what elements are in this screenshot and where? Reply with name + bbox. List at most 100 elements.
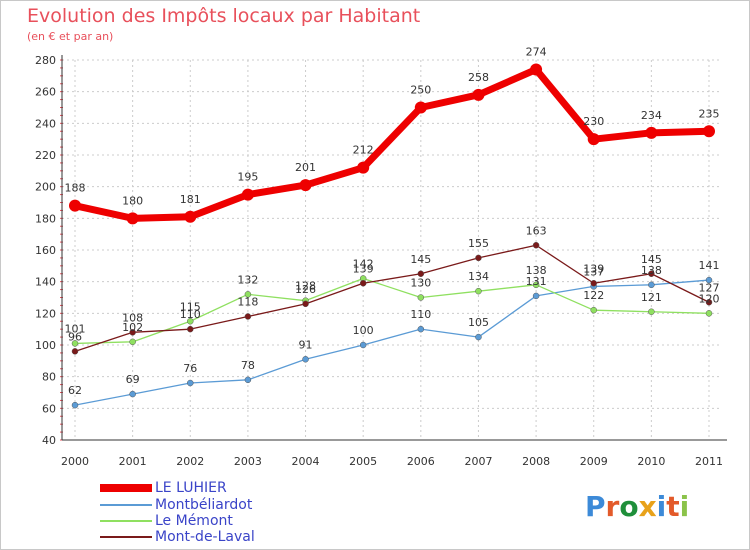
data-labels: 188 180 181 195 201 212 250 258 274 230 234 235 62 69… bbox=[65, 46, 720, 398]
y-tick-label: 220 bbox=[35, 149, 56, 162]
data-point bbox=[302, 300, 309, 308]
data-label: 138 bbox=[641, 264, 662, 277]
series-line-0 bbox=[74, 66, 710, 222]
data-point bbox=[187, 318, 194, 325]
data-point bbox=[244, 376, 252, 384]
y-tick-label: 80 bbox=[42, 371, 56, 384]
series-line-1 bbox=[74, 279, 710, 406]
data-point bbox=[417, 325, 425, 333]
data-label: 181 bbox=[180, 193, 201, 206]
x-tick-label: 2001 bbox=[119, 455, 147, 468]
legend-label: Montbéliardot bbox=[155, 497, 253, 513]
x-tick-label: 2005 bbox=[349, 455, 377, 468]
logo-letter: t bbox=[666, 490, 679, 523]
data-label: 131 bbox=[526, 275, 547, 288]
data-label: 141 bbox=[699, 259, 720, 272]
data-label: 91 bbox=[299, 338, 313, 351]
logo-letter: i bbox=[657, 490, 667, 523]
data-label: 118 bbox=[237, 296, 258, 309]
data-point bbox=[645, 126, 658, 139]
x-tick-label: 2006 bbox=[407, 455, 435, 468]
data-label: 234 bbox=[641, 109, 662, 122]
data-point bbox=[359, 280, 367, 287]
data-point bbox=[532, 281, 540, 289]
data-point bbox=[71, 340, 79, 347]
data-point bbox=[184, 210, 197, 223]
data-point bbox=[703, 125, 715, 138]
chart-title: Evolution des Impôts locaux par Habitant bbox=[27, 5, 420, 27]
logo-letter: i bbox=[680, 490, 690, 523]
data-label: 96 bbox=[68, 330, 82, 343]
y-tick-label: 100 bbox=[35, 339, 56, 352]
data-label: 250 bbox=[410, 84, 431, 97]
data-label: 105 bbox=[468, 316, 489, 329]
y-tick-label: 160 bbox=[35, 244, 56, 257]
grid bbox=[62, 59, 722, 441]
data-label: 100 bbox=[353, 324, 374, 337]
x-tick-label: 2011 bbox=[695, 455, 723, 468]
data-label: 121 bbox=[641, 291, 662, 304]
data-label: 115 bbox=[180, 300, 201, 313]
data-label: 138 bbox=[526, 264, 547, 277]
x-tick-label: 2003 bbox=[234, 455, 262, 468]
data-point bbox=[417, 294, 425, 301]
data-point bbox=[244, 291, 252, 298]
data-label: 139 bbox=[583, 262, 604, 275]
data-label: 180 bbox=[122, 194, 143, 207]
data-point bbox=[648, 281, 655, 289]
data-label: 212 bbox=[353, 144, 374, 157]
data-point bbox=[472, 88, 485, 101]
data-point bbox=[71, 348, 79, 355]
data-label: 139 bbox=[353, 262, 374, 275]
y-tick-label: 180 bbox=[35, 212, 56, 225]
data-label: 137 bbox=[583, 265, 604, 278]
data-point bbox=[648, 308, 655, 315]
data-label: 110 bbox=[180, 308, 201, 321]
x-tick-label: 2007 bbox=[464, 455, 492, 468]
data-label: 132 bbox=[237, 273, 258, 286]
data-label: 195 bbox=[237, 171, 258, 184]
data-label: 69 bbox=[126, 373, 140, 386]
y-tick-label: 140 bbox=[35, 276, 56, 289]
data-point bbox=[417, 270, 425, 277]
data-label: 163 bbox=[526, 224, 547, 237]
data-point bbox=[590, 306, 597, 314]
axes: 40 60 80 100 120 140 160 180 200 220 240 260 280 2000… bbox=[35, 54, 727, 468]
data-point bbox=[590, 280, 597, 287]
data-label: 230 bbox=[583, 115, 604, 128]
data-point bbox=[187, 379, 194, 387]
data-point bbox=[241, 188, 254, 201]
data-label: 258 bbox=[468, 71, 489, 84]
data-point bbox=[129, 338, 136, 346]
data-point bbox=[414, 101, 427, 114]
logo-letter: o bbox=[619, 490, 638, 523]
data-point bbox=[126, 212, 139, 225]
logo-letter: P bbox=[585, 490, 606, 523]
data-label: 188 bbox=[65, 182, 86, 195]
data-point bbox=[129, 390, 136, 398]
data-point bbox=[587, 133, 600, 146]
data-label: 201 bbox=[295, 161, 316, 174]
data-label: 235 bbox=[699, 107, 720, 120]
data-point bbox=[244, 313, 252, 320]
data-point bbox=[302, 356, 309, 363]
data-label: 145 bbox=[410, 253, 431, 266]
legend-label: Mont-de-Laval bbox=[155, 529, 255, 545]
data-point bbox=[705, 299, 713, 306]
data-point bbox=[359, 341, 367, 349]
logo-letter: x bbox=[639, 490, 657, 523]
data-label: 142 bbox=[353, 258, 374, 271]
chart-subtitle: (en € et par an) bbox=[27, 30, 113, 43]
data-point bbox=[475, 254, 482, 262]
logo-letter: r bbox=[606, 490, 620, 523]
y-tick-label: 280 bbox=[35, 54, 56, 67]
data-point bbox=[532, 242, 540, 249]
data-point bbox=[299, 179, 312, 192]
data-label: 134 bbox=[468, 270, 489, 283]
legend-label: LE LUHIER bbox=[155, 480, 227, 496]
data-label: 130 bbox=[410, 277, 431, 290]
data-point bbox=[705, 310, 713, 317]
x-tick-label: 2010 bbox=[637, 455, 665, 468]
x-tick-label: 2002 bbox=[176, 455, 204, 468]
data-point bbox=[475, 287, 482, 295]
